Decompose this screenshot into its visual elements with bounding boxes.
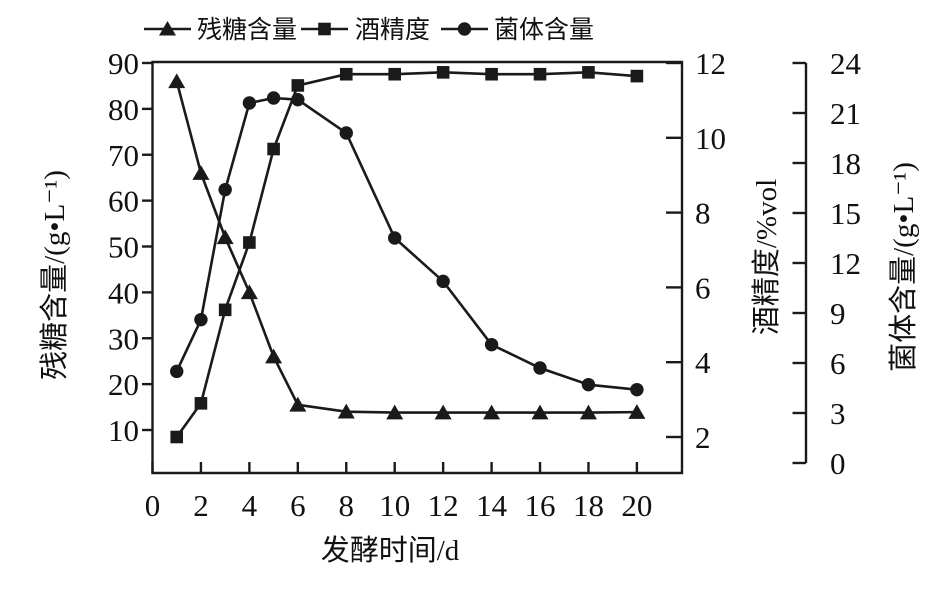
marker-biomass (581, 377, 596, 392)
marker-alcohol (582, 66, 595, 79)
marker-alcohol (630, 69, 644, 83)
marker-sugar (289, 396, 307, 412)
series-line-alcohol (175, 71, 638, 438)
x-axis-tick-label: 18 (573, 488, 604, 523)
legend-label-sugar: 残糖含量 (197, 16, 297, 44)
right-axis-tick-label: 10 (695, 121, 726, 156)
far-right-axis-tick-label: 21 (830, 96, 861, 131)
left-axis-tick-label: 40 (108, 275, 139, 310)
marker-alcohol (436, 66, 450, 79)
x-axis-title: 发酵时间/d (321, 534, 460, 567)
left-axis-tick-label: 80 (108, 92, 139, 127)
marker-biomass (218, 182, 232, 197)
marker-biomass (291, 92, 305, 107)
far-right-axis-title: 菌体含量/(g•L⁻¹) (887, 162, 920, 372)
marker-sugar (579, 404, 597, 420)
x-axis-tick-label: 6 (290, 488, 306, 523)
x-axis-tick-label: 4 (242, 488, 258, 523)
marker-alcohol (218, 303, 232, 317)
left-axis-tick-label: 30 (108, 321, 139, 356)
marker-biomass (388, 231, 402, 245)
left-axis-tick-label: 90 (108, 46, 139, 81)
legend-item-sugar: 残糖含量 (144, 16, 297, 44)
right-axis-title: 酒精度/%vol (750, 179, 783, 335)
marker-biomass (266, 91, 281, 105)
x-axis-tick-label: 14 (476, 488, 508, 523)
marker-biomass (436, 274, 450, 289)
legend: 残糖含量 酒精度 菌体含量 (144, 16, 594, 44)
marker-sugar (434, 404, 452, 420)
left-axis-tick-label: 50 (108, 230, 139, 265)
far-right-axis-tick-label: 12 (830, 246, 861, 281)
x-axis-tick-label: 0 (145, 488, 161, 523)
marker-biomass (194, 312, 208, 327)
marker-sugar (265, 348, 283, 364)
marker-sugar (628, 404, 646, 419)
x-axis-tick-label: 8 (339, 488, 355, 523)
right-axis-tick-label: 6 (695, 270, 711, 305)
marker-sugar (483, 404, 501, 420)
marker-alcohol (170, 430, 184, 444)
far-right-axis-tick-label: 9 (830, 296, 846, 331)
plot-area: 1020304050607080902468101203691215182124… (108, 46, 862, 523)
x-axis-tick-label: 16 (525, 488, 556, 523)
left-axis-tick-label: 20 (108, 367, 139, 402)
legend-triangle-icon (159, 21, 176, 36)
marker-alcohol (291, 79, 305, 92)
marker-biomass (484, 337, 499, 352)
marker-sugar (386, 404, 404, 420)
marker-alcohol (339, 67, 353, 81)
marker-sugar (337, 403, 355, 419)
marker-alcohol (533, 67, 547, 81)
marker-biomass (242, 96, 257, 110)
marker-alcohol (194, 397, 208, 410)
legend-label-alcohol: 酒精度 (355, 16, 430, 44)
far-right-axis-tick-label: 24 (830, 46, 862, 81)
marker-sugar (168, 73, 186, 89)
far-right-axis-tick-label: 3 (830, 396, 846, 431)
marker-alcohol (267, 142, 280, 156)
marker-sugar (192, 165, 210, 180)
marker-biomass (630, 382, 644, 397)
legend-label-biomass: 菌体含量 (494, 16, 594, 44)
right-axis-tick-label: 4 (695, 345, 711, 380)
left-axis-title: 残糖含量/(g•L⁻¹) (38, 170, 71, 380)
far-right-axis-tick-label: 18 (830, 146, 861, 181)
right-axis-tick-label: 12 (695, 46, 726, 81)
legend-circle-icon (457, 22, 472, 36)
x-axis-tick-label: 12 (428, 488, 459, 523)
marker-alcohol (388, 67, 401, 81)
right-axis-tick-label: 2 (695, 420, 711, 455)
left-axis-tick-label: 10 (108, 413, 139, 448)
x-axis-tick-label: 20 (621, 488, 652, 523)
marker-biomass (533, 361, 547, 375)
marker-sugar (216, 229, 234, 245)
legend-square-icon (318, 22, 331, 36)
marker-alcohol (243, 236, 256, 249)
right-axis-tick-label: 8 (695, 196, 711, 231)
marker-biomass (339, 126, 353, 140)
marker-alcohol (485, 67, 498, 81)
legend-item-biomass: 菌体含量 (441, 16, 594, 44)
marker-biomass (170, 364, 184, 379)
x-axis-tick-label: 2 (193, 488, 209, 523)
far-right-axis-tick-label: 6 (830, 346, 846, 381)
x-axis-tick-label: 10 (379, 488, 410, 523)
left-axis-tick-label: 60 (108, 184, 139, 219)
left-axis-tick-label: 70 (108, 138, 139, 173)
marker-sugar (240, 284, 258, 300)
legend-item-alcohol: 酒精度 (301, 16, 430, 44)
far-right-axis-tick-label: 15 (830, 196, 861, 231)
marker-sugar (531, 404, 549, 420)
far-right-axis-tick-label: 0 (830, 446, 846, 481)
